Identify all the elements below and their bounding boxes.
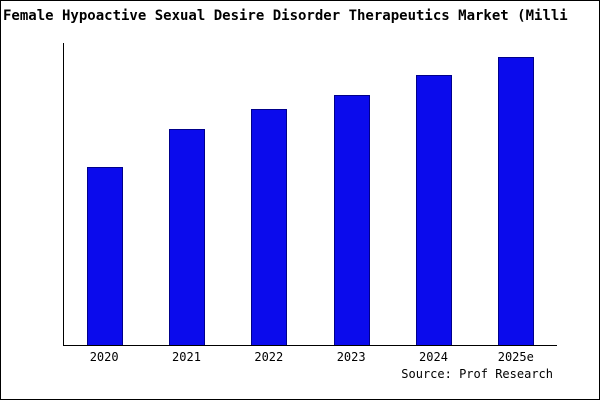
bar-2025e [497, 57, 534, 345]
x-tick-2020: 2020 [89, 350, 119, 364]
bar-2021 [169, 129, 206, 345]
x-tick-2022: 2022 [254, 350, 284, 364]
bar-2023 [333, 94, 370, 345]
bar-slot-2023 [311, 43, 393, 345]
chart-title: Female Hypoactive Sexual Desire Disorder… [3, 8, 568, 24]
bar-2024 [415, 74, 452, 345]
x-axis-ticks: 2020 2021 2022 2023 2024 2025e [63, 350, 557, 366]
bar-slot-2024 [393, 43, 475, 345]
bar-slot-2020 [64, 43, 146, 345]
bar-slot-2021 [146, 43, 228, 345]
bar-2022 [251, 109, 288, 345]
x-tick-2024: 2024 [419, 350, 448, 364]
plot-area [63, 43, 557, 346]
bar-slot-2022 [228, 43, 310, 345]
x-tick-2025e: 2025e [497, 350, 534, 364]
bar-slot-2025e [475, 43, 557, 345]
x-tick-2021: 2021 [172, 350, 201, 364]
source-attribution: Source: Prof Research [401, 367, 553, 381]
bar-2020 [87, 166, 124, 345]
x-tick-2023: 2023 [336, 350, 366, 364]
